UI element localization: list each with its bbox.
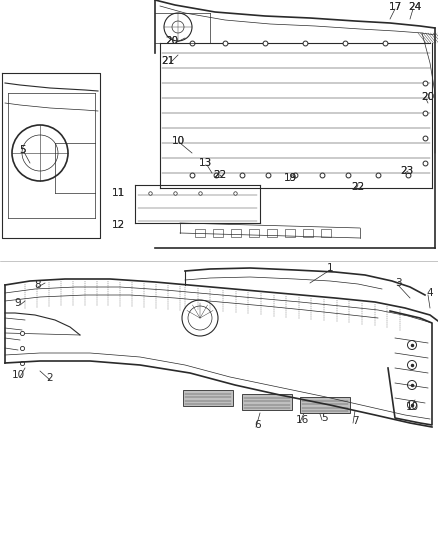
Text: 21: 21 — [161, 56, 175, 66]
Text: 20: 20 — [421, 92, 434, 102]
Text: 21: 21 — [161, 56, 175, 66]
Bar — [242, 394, 292, 410]
Text: 10: 10 — [11, 370, 25, 380]
Bar — [285, 229, 295, 237]
Text: 5: 5 — [19, 145, 25, 155]
Text: 7: 7 — [352, 416, 358, 426]
Text: 20: 20 — [166, 36, 179, 46]
Text: 20: 20 — [166, 36, 179, 46]
Text: 10: 10 — [171, 136, 184, 146]
Text: 3: 3 — [395, 278, 401, 288]
Text: 6: 6 — [254, 420, 261, 430]
Text: 20: 20 — [421, 92, 434, 102]
Text: 22: 22 — [213, 170, 226, 180]
Text: 23: 23 — [400, 166, 413, 176]
Text: 19: 19 — [283, 173, 297, 183]
Text: 19: 19 — [283, 173, 297, 183]
Text: 22: 22 — [351, 182, 364, 192]
Text: 11: 11 — [111, 188, 125, 198]
Text: 5: 5 — [321, 413, 328, 423]
Bar — [249, 229, 259, 237]
Text: 8: 8 — [35, 280, 41, 290]
Bar — [300, 397, 350, 413]
Text: 16: 16 — [295, 415, 309, 425]
Text: 24: 24 — [408, 2, 422, 12]
Text: 11: 11 — [111, 188, 125, 198]
Bar — [321, 229, 331, 237]
Bar — [195, 229, 205, 237]
Bar — [267, 229, 277, 237]
Bar — [213, 229, 223, 237]
Text: 13: 13 — [198, 158, 212, 168]
Text: 4: 4 — [427, 288, 433, 298]
Text: 13: 13 — [198, 158, 212, 168]
Text: 12: 12 — [111, 220, 125, 230]
Text: 9: 9 — [15, 298, 21, 308]
Text: 22: 22 — [213, 170, 226, 180]
Text: 24: 24 — [408, 2, 422, 12]
Text: 2: 2 — [47, 373, 53, 383]
Text: 23: 23 — [400, 166, 413, 176]
Text: 17: 17 — [389, 2, 402, 12]
Text: 17: 17 — [389, 2, 402, 12]
Text: 22: 22 — [351, 182, 364, 192]
Bar — [231, 229, 241, 237]
Bar — [183, 390, 233, 406]
Text: 1: 1 — [327, 263, 333, 273]
Bar — [303, 229, 313, 237]
Text: 10: 10 — [171, 136, 184, 146]
Text: 12: 12 — [111, 220, 125, 230]
Text: 10: 10 — [406, 402, 419, 412]
Text: 5: 5 — [19, 145, 25, 155]
